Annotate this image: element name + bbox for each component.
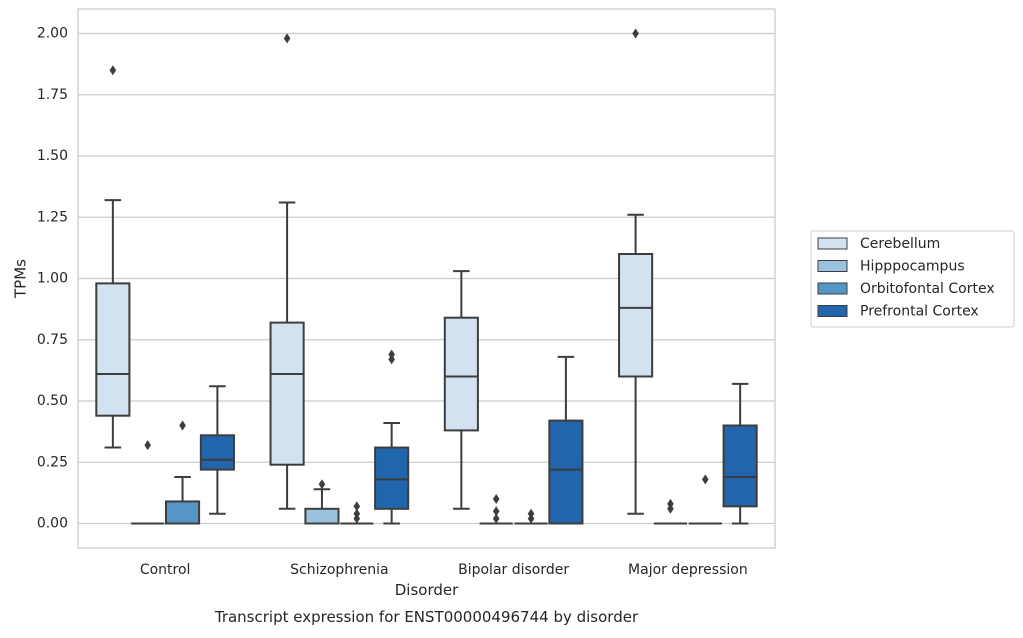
legend-swatch [817, 282, 848, 295]
y-tick-label: 1.00 [37, 271, 68, 287]
box-iqr [199, 434, 235, 471]
x-tick-label: Schizophrenia [290, 562, 388, 578]
legend-label: Cerebellum [860, 236, 940, 252]
legend-swatch [817, 305, 848, 317]
outlier-point [388, 349, 395, 360]
outlier-point [492, 513, 500, 524]
box-orbitofontal-cortex [514, 508, 548, 525]
chart-caption: Transcript expression for ENST0000049674… [214, 608, 639, 626]
outlier-point [353, 501, 361, 512]
outlier-point [632, 28, 639, 39]
box-orbitofontal-cortex [688, 474, 722, 525]
box-iqr [443, 316, 479, 432]
legend: Cerebellum Hipppocampus Orbitofontal Corte… [810, 230, 1015, 328]
box-iqr [618, 253, 654, 378]
box-hipppocampus [131, 440, 165, 525]
gridlines [78, 32, 775, 525]
outlier-point [109, 65, 117, 76]
plot-frame [77, 8, 776, 549]
y-axis-label: TPMs [12, 259, 30, 299]
outlier-point [283, 33, 291, 44]
outlier-point [527, 508, 535, 519]
box-iqr [95, 282, 131, 417]
outlier-point [318, 479, 326, 490]
outlier-point [702, 474, 709, 485]
y-tick-label: 0.50 [37, 393, 68, 409]
legend-frame [810, 230, 1015, 328]
x-tick-label: Major depression [628, 562, 748, 578]
legend-swatch [817, 260, 848, 272]
legend-label: Prefrontal Cortex [860, 304, 979, 320]
y-tick-label: 0.00 [37, 516, 68, 532]
outlier-point [179, 420, 186, 431]
outlier-point [667, 498, 674, 509]
legend-label: Hipppocampus [860, 259, 965, 275]
y-tick-label: 0.25 [37, 454, 68, 470]
legend-swatch [817, 237, 848, 250]
box-prefrontal-cortex [548, 355, 584, 525]
boxes-layer [95, 28, 758, 525]
box-orbitofontal-cortex [340, 501, 374, 525]
y-tick-label: 1.25 [37, 209, 68, 225]
y-tick-labels: 0.00 0.25 0.50 0.75 1.00 1.25 1.50 1.75 2.00 [37, 26, 68, 532]
box-cerebellum [269, 33, 305, 510]
legend-label: Orbitofontal Cortex [860, 281, 995, 297]
box-hipppocampus [479, 494, 513, 525]
x-tick-label: Control [140, 562, 191, 578]
box-prefrontal-cortex [722, 382, 758, 525]
box-cerebellum [443, 270, 479, 510]
box-cerebellum [618, 28, 654, 515]
x-axis-label: Disorder [395, 581, 459, 599]
y-tick-label: 1.75 [37, 87, 68, 103]
box-prefrontal-cortex [199, 385, 235, 515]
outlier-point [492, 494, 500, 504]
y-tick-label: 2.00 [37, 26, 68, 42]
box-iqr [722, 424, 758, 508]
box-iqr [374, 446, 410, 510]
x-tick-labels: Control Schizophrenia Bipolar disorder Majo… [140, 562, 748, 578]
box-iqr [304, 507, 340, 525]
y-tick-label: 1.50 [37, 148, 68, 164]
box-orbitofontal-cortex [164, 420, 201, 525]
box-iqr [548, 419, 584, 525]
box-cerebellum [95, 65, 131, 449]
box-prefrontal-cortex [374, 349, 410, 525]
outlier-point [492, 506, 500, 517]
outlier-point [353, 508, 361, 519]
x-tick-label: Bipolar disorder [458, 562, 569, 578]
box-iqr [269, 321, 305, 466]
y-tick-label: 0.75 [37, 332, 68, 348]
outlier-point [144, 440, 151, 451]
box-iqr [164, 500, 201, 525]
box-hipppocampus [304, 479, 340, 525]
box-hipppocampus [653, 498, 688, 525]
